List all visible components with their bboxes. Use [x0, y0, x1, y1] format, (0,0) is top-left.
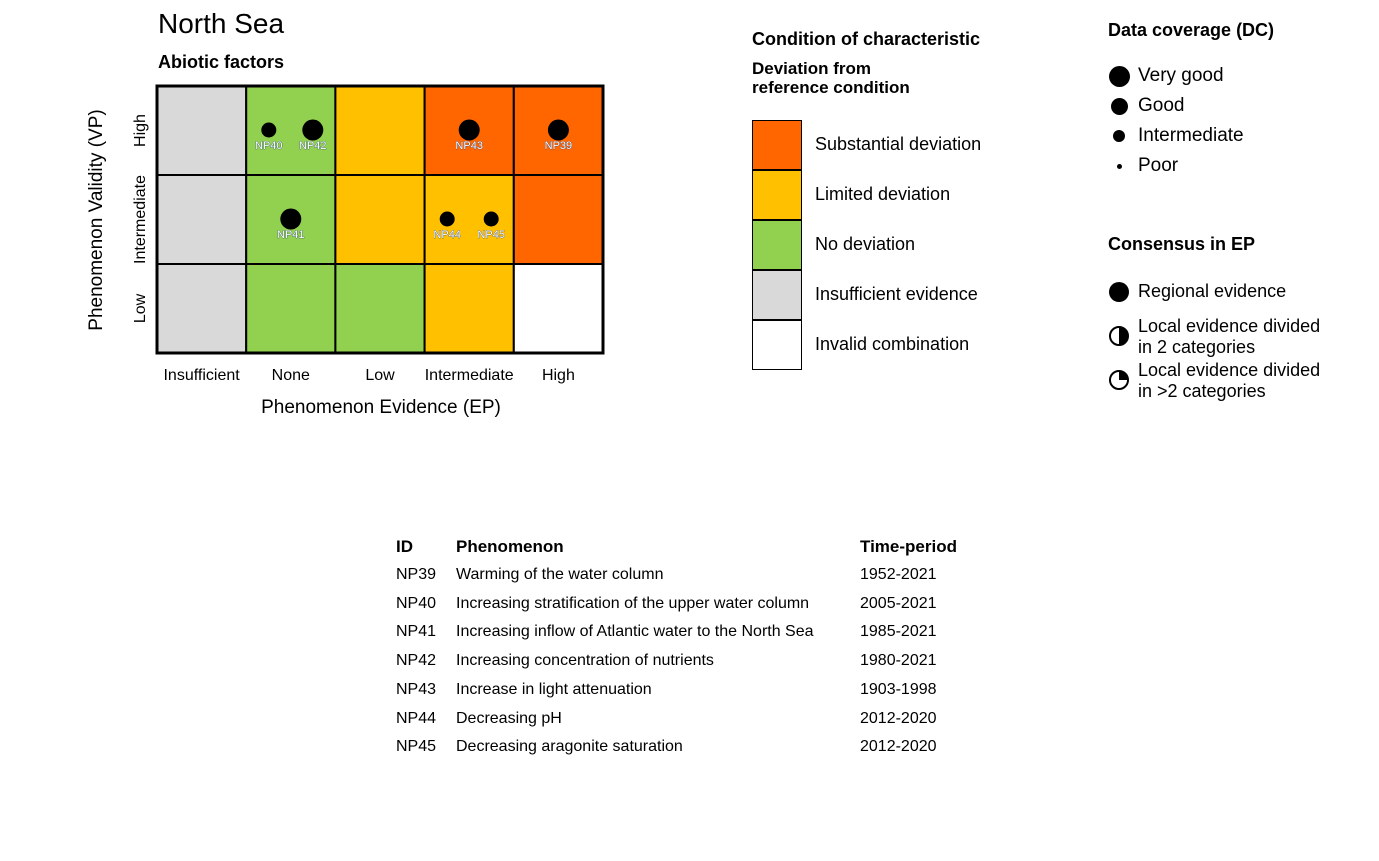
table-cell: Increasing stratification of the upper w… [456, 594, 810, 612]
cell-limited [423, 174, 515, 265]
cell-insufficient [156, 85, 248, 176]
consensus-label-2: in >2 categories [1138, 381, 1266, 401]
table-cell: NP39 [396, 566, 437, 583]
coverage-label: Very good [1138, 65, 1224, 86]
table-header: Phenomenon [456, 537, 564, 556]
quarter-circle-icon [1109, 370, 1129, 390]
x-tick-label: Intermediate [425, 367, 514, 384]
full-circle-icon [1109, 282, 1129, 302]
chart-title: North Sea [158, 8, 285, 39]
legend-item-label: Insufficient evidence [815, 284, 978, 304]
point-label: NP41 [277, 229, 305, 241]
legend-swatch-substantial [752, 120, 802, 170]
legend-swatch-invalid [752, 320, 802, 370]
table-cell: Increasing inflow of Atlantic water to t… [456, 623, 814, 641]
table-cell: 2005-2021 [860, 594, 937, 612]
legend-item-label: Substantial deviation [815, 134, 982, 154]
coverage-dot-icon [1108, 65, 1130, 87]
table-header: ID [396, 537, 413, 556]
cell-none [245, 263, 337, 354]
grid-border [155, 84, 605, 355]
legend-swatch-insufficient [752, 270, 802, 320]
table-cell: 2012-2020 [860, 738, 937, 756]
point-NP40[interactable] [261, 122, 277, 138]
legend-subtitle-1: Deviation from [752, 59, 872, 78]
cell-limited [334, 85, 426, 176]
y-axis-label: Phenomenon Validity (VP) [86, 109, 107, 330]
point-label: NP42 [299, 140, 327, 152]
table-cell: NP41 [396, 623, 437, 641]
legend-item-label: Limited deviation [815, 184, 951, 204]
table-cell: NP42 [396, 652, 437, 670]
point-NP44[interactable] [439, 211, 455, 227]
table-cell: 2012-2020 [860, 709, 937, 727]
consensus-title: Consensus in EP [1108, 234, 1256, 254]
y-tick-label: Intermediate [132, 175, 149, 264]
x-tick-label: Low [365, 367, 395, 384]
point-NP45[interactable] [483, 211, 499, 227]
point-label: NP44 [433, 229, 461, 241]
table-cell: NP44 [396, 709, 437, 727]
table-cell: Warming of the water column [456, 566, 664, 583]
point-NP42[interactable] [302, 119, 324, 141]
point-label: NP39 [545, 140, 573, 152]
table-header: Time-period [860, 537, 957, 556]
cell-insufficient [156, 174, 248, 265]
coverage-title: Data coverage (DC) [1108, 20, 1275, 40]
consensus-label-2: in 2 categories [1138, 337, 1256, 357]
legend-title: Condition of characteristic [752, 29, 981, 49]
coverage-dot-icon [1113, 130, 1125, 142]
x-axis-label: Phenomenon Evidence (EP) [261, 397, 501, 418]
x-tick-label: None [272, 367, 310, 384]
table-cell: NP45 [396, 738, 437, 756]
table-cell: 1980-2021 [860, 652, 937, 670]
point-NP39[interactable] [547, 119, 569, 141]
table-cell: 1952-2021 [860, 566, 937, 583]
legend-swatch-limited [752, 170, 802, 220]
table-cell: 1985-2021 [860, 623, 937, 641]
consensus-label: Regional evidence [1138, 281, 1287, 301]
coverage-label: Good [1138, 95, 1185, 116]
table-cell: 1903-1998 [860, 680, 937, 698]
point-NP43[interactable] [458, 119, 480, 141]
cell-limited [423, 263, 515, 354]
coverage-label: Poor [1138, 155, 1179, 176]
coverage-dot-icon [1110, 97, 1128, 115]
x-tick-label: Insufficient [163, 367, 240, 384]
table-cell: NP43 [396, 680, 437, 698]
point-label: NP43 [455, 140, 483, 152]
point-NP41[interactable] [280, 208, 302, 230]
legend-swatch-none [752, 220, 802, 270]
coverage-dot-icon [1116, 163, 1122, 169]
cell-none [334, 263, 426, 354]
table-cell: Increasing concentration of nutrients [456, 652, 714, 670]
table-cell: NP40 [396, 594, 437, 612]
cell-substantial [512, 174, 604, 265]
half-circle-icon [1109, 326, 1129, 346]
consensus-label: Local evidence divided [1138, 316, 1321, 336]
legend-item-label: Invalid combination [815, 334, 970, 354]
chart-subtitle: Abiotic factors [158, 52, 285, 72]
legend-subtitle-2: reference condition [752, 78, 910, 97]
coverage-label: Intermediate [1138, 125, 1244, 146]
y-tick-label: High [132, 114, 149, 147]
table-cell: Increase in light attenuation [456, 680, 652, 698]
table-cell: Decreasing aragonite saturation [456, 738, 683, 756]
point-label: NP45 [477, 229, 505, 241]
cell-invalid [512, 263, 604, 354]
cell-limited [334, 174, 426, 265]
table-cell: Decreasing pH [456, 709, 562, 727]
point-label: NP40 [255, 140, 283, 152]
x-tick-label: High [542, 367, 575, 384]
consensus-label: Local evidence divided [1138, 360, 1321, 380]
cell-insufficient [156, 263, 248, 354]
y-tick-label: Low [132, 293, 149, 323]
legend-item-label: No deviation [815, 234, 916, 254]
